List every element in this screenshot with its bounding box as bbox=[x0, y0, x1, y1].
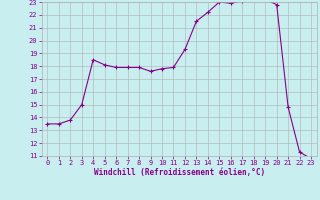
X-axis label: Windchill (Refroidissement éolien,°C): Windchill (Refroidissement éolien,°C) bbox=[94, 168, 265, 177]
